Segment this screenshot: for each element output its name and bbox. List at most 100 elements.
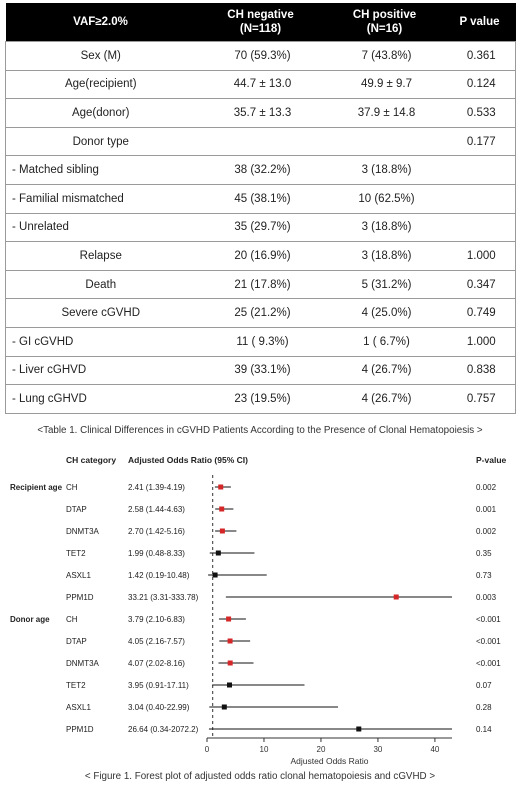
ch-negative-value: 38 (32.2%) [195, 155, 326, 185]
point-estimate [219, 506, 225, 512]
p-value: 1.000 [443, 326, 516, 357]
row-label: - Matched sibling [5, 155, 196, 185]
point-estimate [212, 572, 218, 578]
category-label: DTAP [66, 505, 87, 514]
row-label: - Liver cGHVD [5, 355, 196, 386]
table-row: Age(donor) 35.7 ± 13.3 37.9 ± 14.8 0.533 [5, 98, 516, 128]
x-tick-label: 40 [430, 745, 439, 754]
table-row: - Matched sibling 38 (32.2%) 3 (18.8%) [5, 155, 516, 185]
table-row: Death 21 (17.8%) 5 (31.2%) 0.347 [5, 269, 516, 300]
row-label: Age(donor) [5, 98, 196, 128]
point-estimate [221, 704, 227, 710]
p-value: 1.000 [443, 241, 516, 271]
header-adjusted-odds-ratio: Adjusted Odds Ratio (95% CI) [128, 455, 248, 465]
table-row: - Liver cGHVD 39 (33.1%) 4 (26.7%) 0.838 [5, 355, 516, 386]
ch-negative-value: 35 (29.7%) [195, 212, 326, 243]
p-value-label: <0.001 [476, 615, 501, 624]
p-value: 0.838 [443, 355, 516, 386]
row-label: - GI cGVHD [5, 326, 196, 357]
x-tick-label: 30 [373, 745, 382, 754]
odds-ratio-label: 3.95 (0.91-17.11) [128, 681, 189, 690]
ch-positive-value: 3 (18.8%) [325, 241, 444, 271]
p-value: 0.749 [443, 298, 516, 328]
x-tick-label: 10 [260, 745, 269, 754]
odds-ratio-label: 4.05 (2.16-7.57) [128, 637, 185, 646]
row-label: - Lung cGHVD [5, 384, 196, 414]
category-label: TET2 [66, 681, 86, 690]
ch-positive-value: 37.9 ± 14.8 [325, 98, 444, 128]
forest-plot: CH category Adjusted Odds Ratio (95% CI) P… [10, 455, 507, 766]
table-row: - Familial mismatched 45 (38.1%) 10 (62.5%… [5, 183, 516, 214]
category-label: DNMT3A [66, 527, 100, 536]
ch-negative-value: 44.7 ± 13.0 [195, 69, 326, 100]
category-label: TET2 [66, 549, 86, 558]
point-estimate [215, 550, 221, 556]
p-value-label: <0.001 [476, 637, 501, 646]
odds-ratio-label: 2.41 (1.39-4.19) [128, 483, 185, 492]
ch-positive-value: 49.9 ± 9.7 [325, 69, 444, 100]
table-row: Donor type 0.177 [5, 126, 516, 157]
p-value-label: 0.14 [476, 725, 492, 734]
point-estimate [393, 594, 399, 600]
group-label: Recipient age [10, 483, 63, 492]
category-label: DNMT3A [66, 659, 100, 668]
table-row: Sex (M) 70 (59.3%) 7 (43.8%) 0.361 [5, 41, 516, 71]
row-label: Relapse [5, 241, 196, 271]
ch-negative-value: 23 (19.5%) [195, 384, 326, 414]
x-axis-label: Adjusted Odds Ratio [291, 756, 369, 766]
header-ch-negative: CH negative (N=118) [195, 3, 326, 42]
odds-ratio-label: 3.79 (2.10-6.83) [128, 615, 185, 624]
ch-negative-value: 35.7 ± 13.3 [195, 98, 326, 128]
point-estimate [227, 638, 233, 644]
odds-ratio-label: 4.07 (2.02-8.16) [128, 659, 185, 668]
p-value-label: 0.002 [476, 483, 497, 492]
ch-negative-value [195, 126, 326, 157]
category-label: DTAP [66, 637, 87, 646]
p-value: 0.361 [443, 41, 516, 71]
row-label: Age(recipient) [5, 69, 196, 100]
category-label: CH [66, 483, 78, 492]
point-estimate [219, 528, 225, 534]
row-label: Donor type [5, 126, 196, 157]
header-p-value: P value [443, 3, 516, 42]
ch-positive-value: 4 (25.0%) [325, 298, 444, 328]
header-ch-positive: CH positive (N=16) [325, 3, 444, 42]
ch-positive-value [325, 126, 444, 157]
table-row: Relapse 20 (16.9%) 3 (18.8%) 1.000 [5, 241, 516, 271]
category-label: PPM1D [66, 593, 94, 602]
point-estimate [226, 616, 232, 622]
x-tick-label: 20 [317, 745, 326, 754]
row-label: Death [5, 269, 196, 300]
p-value: 0.347 [443, 269, 516, 300]
category-label: ASXL1 [66, 703, 91, 712]
p-value-label: 0.002 [476, 527, 497, 536]
point-estimate [227, 660, 233, 666]
table-row: - Lung cGHVD 23 (19.5%) 4 (26.7%) 0.757 [5, 384, 516, 414]
ch-positive-value: 4 (26.7%) [325, 384, 444, 414]
row-label: Severe cGVHD [5, 298, 196, 328]
p-value [443, 183, 516, 214]
p-value [443, 155, 516, 185]
ch-positive-value: 7 (43.8%) [325, 41, 444, 71]
ch-positive-value: 4 (26.7%) [325, 355, 444, 386]
p-value-label: <0.001 [476, 659, 501, 668]
header-p-value: P-value [476, 455, 507, 465]
clinical-differences-table: VAF≥2.0% CH negative (N=118) CH positive(… [5, 3, 516, 414]
p-value: 0.177 [443, 126, 516, 157]
table-row: - Unrelated 35 (29.7%) 3 (18.8%) [5, 212, 516, 243]
row-label: Sex (M) [5, 41, 196, 71]
figure-caption: < Figure 1. Forest plot of adjusted odds… [84, 771, 436, 782]
odds-ratio-label: 1.99 (0.48-8.33) [128, 549, 185, 558]
ch-negative-value: 70 (59.3%) [195, 41, 326, 71]
p-value [443, 212, 516, 243]
group-label: Donor age [10, 615, 50, 624]
odds-ratio-label: 26.64 (0.34-2072.2) [128, 725, 199, 734]
table-header-row: VAF≥2.0% CH negative (N=118) CH positive(… [5, 3, 516, 42]
odds-ratio-label: 2.70 (1.42-5.16) [128, 527, 185, 536]
point-estimate [356, 726, 362, 732]
x-tick-label: 0 [205, 745, 210, 754]
p-value-label: 0.003 [476, 593, 497, 602]
p-value-label: 0.07 [476, 681, 492, 690]
ch-positive-value: 1 ( 6.7%) [325, 326, 444, 357]
p-value-label: 0.001 [476, 505, 497, 514]
